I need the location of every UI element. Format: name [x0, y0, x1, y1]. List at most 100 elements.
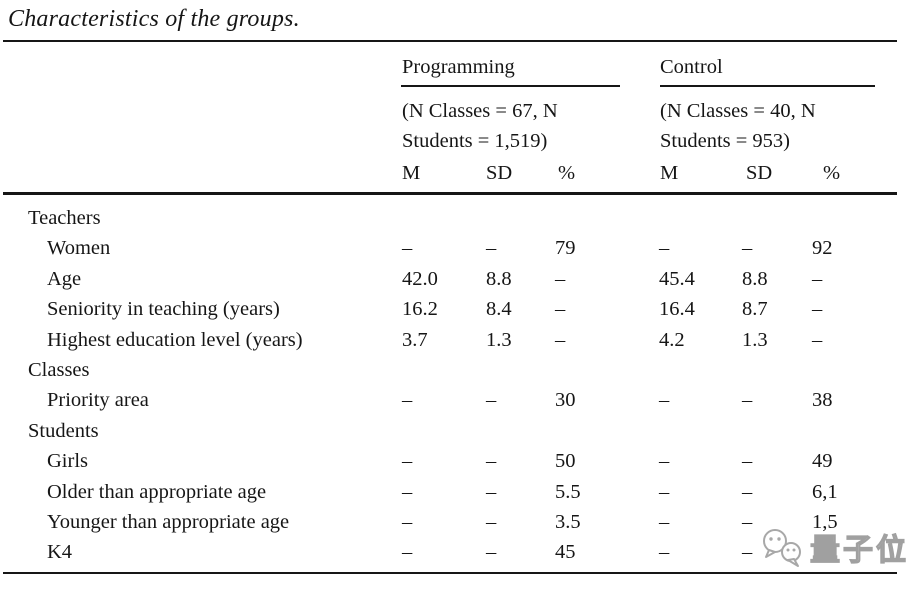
- cell-prog-sd: –: [486, 510, 497, 533]
- cell-ctrl-pct: 92: [812, 237, 833, 260]
- cell-ctrl-sd: [742, 416, 812, 446]
- row-label: Older than appropriate age: [47, 480, 267, 503]
- cell-ctrl-sd: –: [742, 237, 753, 260]
- table-row-classes: Classes: [28, 355, 908, 385]
- cell-ctrl-pct: 6,1: [812, 480, 838, 503]
- cell-ctrl-sd: 8.7: [742, 298, 768, 321]
- table-caption: Characteristics of the groups.: [8, 6, 300, 32]
- cell-ctrl-m: –: [659, 480, 670, 503]
- cell-ctrl-pct: [812, 416, 908, 446]
- cell-ctrl-sd: 1.3: [742, 328, 768, 351]
- row-label: Highest education level (years): [47, 328, 303, 351]
- table-row-younger: Younger than appropriate age – – 3.5 – –…: [28, 507, 908, 537]
- cell-prog-m: –: [402, 541, 413, 564]
- group-underline-control: [660, 85, 875, 87]
- row-label: Students: [28, 419, 99, 442]
- table-body: Teachers Women – – 79 – – 92 Age 42.0 8.…: [28, 203, 908, 568]
- cell-ctrl-pct: 1,5: [812, 510, 838, 533]
- table-row-seniority: Seniority in teaching (years) 16.2 8.4 –…: [28, 294, 908, 324]
- stat-header-control-pct: %: [823, 162, 841, 184]
- cell-ctrl-pct: 38: [812, 389, 833, 412]
- cell-prog-sd: [486, 203, 555, 233]
- group-count-line1-control: (N Classes = 40, N: [660, 100, 816, 122]
- group-underline-programming: [401, 85, 620, 87]
- table-row-girls: Girls – – 50 – – 49: [28, 446, 908, 476]
- table-row-k4: K4 – – 45 – –: [28, 537, 908, 567]
- cell-ctrl-m: –: [659, 237, 670, 260]
- cell-ctrl-sd: –: [742, 510, 753, 533]
- cell-prog-pct: –: [555, 328, 566, 351]
- cell-ctrl-pct: [812, 355, 908, 385]
- cell-ctrl-pct: 49: [812, 450, 833, 473]
- table-row-priority-area: Priority area – – 30 – – 38: [28, 385, 908, 415]
- cell-prog-m: –: [402, 510, 413, 533]
- cell-prog-pct: [555, 355, 659, 385]
- cell-ctrl-m: –: [659, 510, 670, 533]
- cell-prog-m: [402, 355, 486, 385]
- row-label: Girls: [47, 450, 88, 473]
- table-row-women: Women – – 79 – – 92: [28, 233, 908, 263]
- qbitai-chat-bubbles-logo-icon: [760, 527, 806, 574]
- cell-ctrl-sd: [742, 355, 812, 385]
- cell-ctrl-sd: –: [742, 389, 753, 412]
- cell-prog-pct: [555, 203, 659, 233]
- row-label: Priority area: [47, 389, 149, 412]
- cell-prog-pct: 45: [555, 541, 576, 564]
- cell-prog-sd: 8.4: [486, 298, 512, 321]
- cell-prog-sd: 1.3: [486, 328, 512, 351]
- cell-prog-pct: [555, 416, 659, 446]
- cell-prog-sd: –: [486, 389, 497, 412]
- cell-prog-m: 16.2: [402, 298, 438, 321]
- cell-prog-m: [402, 203, 486, 233]
- cell-ctrl-sd: 8.8: [742, 267, 768, 290]
- row-label: K4: [47, 541, 73, 564]
- table-row-students: Students: [28, 416, 908, 446]
- cell-ctrl-m: [659, 355, 742, 385]
- cell-prog-sd: [486, 416, 555, 446]
- row-label: Seniority in teaching (years): [47, 298, 280, 321]
- row-label: Teachers: [28, 207, 101, 229]
- cell-prog-m: [402, 416, 486, 446]
- cell-prog-pct: 79: [555, 237, 576, 260]
- cell-ctrl-m: –: [659, 541, 670, 564]
- cell-prog-m: 3.7: [402, 328, 428, 351]
- cell-prog-pct: –: [555, 298, 566, 321]
- table-row-teachers: Teachers: [28, 203, 908, 233]
- cell-prog-pct: 50: [555, 450, 576, 473]
- cell-prog-m: 42.0: [402, 267, 438, 290]
- group-count-line2-control: Students = 953): [660, 130, 791, 152]
- cell-ctrl-m: –: [659, 389, 670, 412]
- cell-prog-sd: –: [486, 480, 497, 503]
- cell-ctrl-m: [659, 416, 742, 446]
- cell-prog-pct: 30: [555, 389, 576, 412]
- cell-prog-pct: –: [555, 267, 566, 290]
- cell-prog-m: –: [402, 450, 413, 473]
- group-count-line1-programming: (N Classes = 67, N: [402, 100, 558, 122]
- cell-prog-pct: 3.5: [555, 510, 581, 533]
- row-label: Women: [47, 237, 111, 260]
- row-label: Age: [47, 267, 82, 290]
- table-bottom-rule: [3, 572, 897, 574]
- cell-ctrl-pct: –: [812, 328, 823, 351]
- cell-ctrl-sd: –: [742, 541, 753, 564]
- table-row-older: Older than appropriate age – – 5.5 – – 6…: [28, 477, 908, 507]
- cell-ctrl-m: –: [659, 450, 670, 473]
- header-body-rule: [3, 192, 897, 195]
- cell-prog-sd: –: [486, 541, 497, 564]
- table-row-education: Highest education level (years) 3.7 1.3 …: [28, 325, 908, 355]
- cell-ctrl-sd: [742, 203, 812, 233]
- cell-ctrl-m: 4.2: [659, 328, 685, 351]
- cell-ctrl-pct: –: [812, 267, 823, 290]
- cell-prog-m: –: [402, 237, 413, 260]
- cell-prog-m: –: [402, 389, 413, 412]
- stat-header-control-m: M: [660, 162, 679, 184]
- cell-prog-sd: –: [486, 450, 497, 473]
- cell-ctrl-m: 16.4: [659, 298, 695, 321]
- cell-prog-sd: –: [486, 237, 497, 260]
- cell-prog-m: –: [402, 480, 413, 503]
- group-header-control: Control: [660, 56, 723, 78]
- row-label: Younger than appropriate age: [47, 510, 290, 533]
- stat-header-programming-m: M: [402, 162, 421, 184]
- cell-prog-sd: [486, 355, 555, 385]
